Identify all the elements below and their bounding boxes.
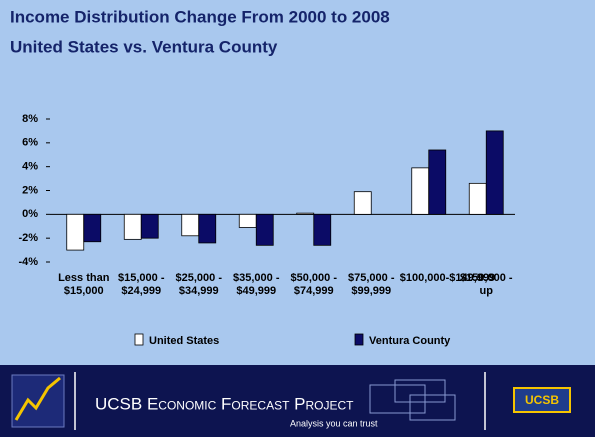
bar <box>411 167 430 215</box>
decor <box>369 384 426 414</box>
y-tick-label: 2% <box>22 184 38 196</box>
y-tick-label: 8% <box>22 113 38 125</box>
x-tick-label: Less than $15,000 <box>58 272 110 297</box>
bar <box>296 212 315 215</box>
x-tick-label: $25,000 - $34,999 <box>175 272 222 297</box>
y-tick-label: -2% <box>18 232 38 244</box>
x-tick-label: $35,000 - $49,999 <box>233 272 280 297</box>
bar <box>238 213 257 228</box>
legend-swatch <box>134 333 144 346</box>
x-tick-label: $50,000 - $74,999 <box>290 272 337 297</box>
bar <box>140 213 159 239</box>
bar <box>66 213 85 251</box>
footer-band <box>0 365 595 437</box>
bar <box>198 213 217 244</box>
y-tick-label: 4% <box>22 161 38 173</box>
bar <box>83 213 102 243</box>
bar <box>353 191 372 215</box>
legend-label: Ventura County <box>369 335 451 347</box>
bar <box>485 130 504 215</box>
y-tick-label: 0% <box>22 208 38 220</box>
logo-text: UCSB <box>525 393 559 407</box>
bar <box>428 149 447 215</box>
bar <box>181 213 200 237</box>
chart-title: Income Distribution Change From 2000 to … <box>10 7 390 26</box>
bar <box>123 213 142 240</box>
bar <box>313 213 332 246</box>
x-tick-label: $150,000 - up <box>459 272 513 297</box>
legend-label: United States <box>149 335 219 347</box>
y-tick-label: 6% <box>22 137 38 149</box>
bar <box>255 213 274 246</box>
logo-arrow <box>14 376 61 421</box>
logo-box <box>513 387 571 413</box>
x-tick-label: $75,000 - $99,999 <box>348 272 395 297</box>
y-tick-label: -4% <box>18 256 38 268</box>
decor <box>394 379 446 403</box>
x-tick-label: $100,000-$149,999 <box>399 272 496 284</box>
legend-swatch <box>354 333 364 346</box>
decor <box>409 394 456 421</box>
chart-subtitle: United States vs. Ventura County <box>10 37 278 56</box>
footer-tagline: Analysis you can trust <box>290 418 378 428</box>
bar <box>468 182 487 215</box>
footer-title: UCSB Economic Forecast Project <box>95 394 354 413</box>
x-tick-label: $15,000 - $24,999 <box>118 272 165 297</box>
